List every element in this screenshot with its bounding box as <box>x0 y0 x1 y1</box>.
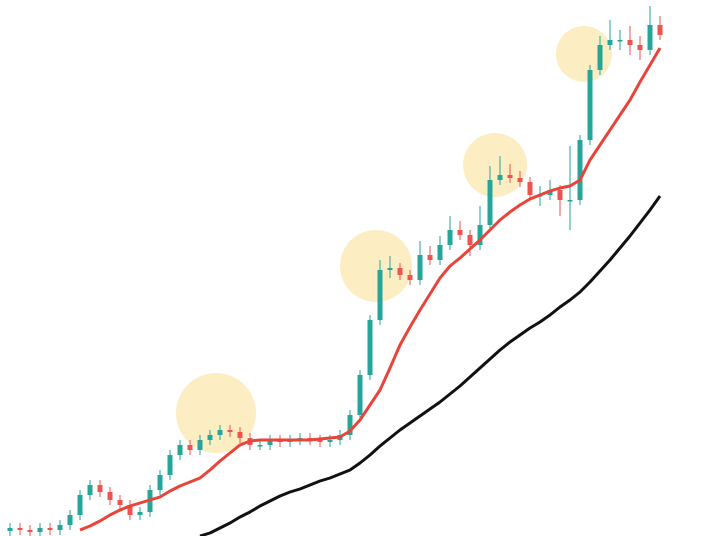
candle-body <box>467 235 473 245</box>
candle-body <box>567 200 573 202</box>
candle-body <box>97 485 103 492</box>
candle-body <box>637 45 643 50</box>
candle-body <box>387 268 393 270</box>
candle-body <box>647 25 653 50</box>
candle-body <box>347 415 353 435</box>
candle-body <box>587 70 593 140</box>
candle-body <box>77 495 83 515</box>
candle-body <box>417 255 423 280</box>
candle-body <box>117 500 123 505</box>
candle-body <box>227 430 233 432</box>
candle-body <box>507 175 513 178</box>
candle-body <box>577 140 583 200</box>
candle-body <box>197 440 203 450</box>
candle-body <box>67 515 73 525</box>
candle-body <box>447 230 453 245</box>
candle-body <box>137 512 143 515</box>
candle-body <box>627 40 633 45</box>
candle-body <box>527 182 533 195</box>
candle-body <box>167 455 173 475</box>
candle-body <box>657 25 663 35</box>
candle-body <box>87 485 93 495</box>
candle-body <box>427 255 433 260</box>
candle-body <box>377 270 383 320</box>
candle-body <box>607 40 613 45</box>
candle-body <box>7 528 13 531</box>
highlights <box>176 26 612 453</box>
highlight-circle <box>176 373 256 453</box>
candle-body <box>437 245 443 260</box>
candle-body <box>237 432 243 438</box>
candle-body <box>177 445 183 455</box>
highlight-circle <box>340 230 412 302</box>
candle-body <box>267 440 273 445</box>
candle-body <box>107 492 113 500</box>
candle-body <box>27 530 33 532</box>
candle-body <box>187 445 193 450</box>
candle-body <box>317 440 323 442</box>
candle-body <box>17 528 23 530</box>
candle-body <box>557 190 563 200</box>
candle-body <box>397 268 403 275</box>
candle-body <box>57 525 63 530</box>
highlight-circle <box>556 26 612 82</box>
candle-body <box>367 320 373 375</box>
moving-average-line <box>199 195 662 536</box>
candle-body <box>217 430 223 435</box>
candle-body <box>207 435 213 440</box>
candle-body <box>477 225 483 245</box>
candle-body <box>407 275 413 280</box>
candle-body <box>497 175 503 180</box>
candle-body <box>517 178 523 182</box>
candle-body <box>457 230 463 235</box>
candle-body <box>127 505 133 515</box>
candle-body <box>47 528 53 530</box>
highlight-circle <box>463 133 527 197</box>
candle-body <box>157 475 163 490</box>
candle-body <box>597 45 603 70</box>
candle-body <box>357 375 363 415</box>
candle-body <box>257 445 263 447</box>
moving-average-line <box>79 47 662 532</box>
candle-body <box>617 40 623 42</box>
candle-body <box>487 180 493 225</box>
candle-body <box>37 528 43 532</box>
candle-body <box>327 440 333 442</box>
